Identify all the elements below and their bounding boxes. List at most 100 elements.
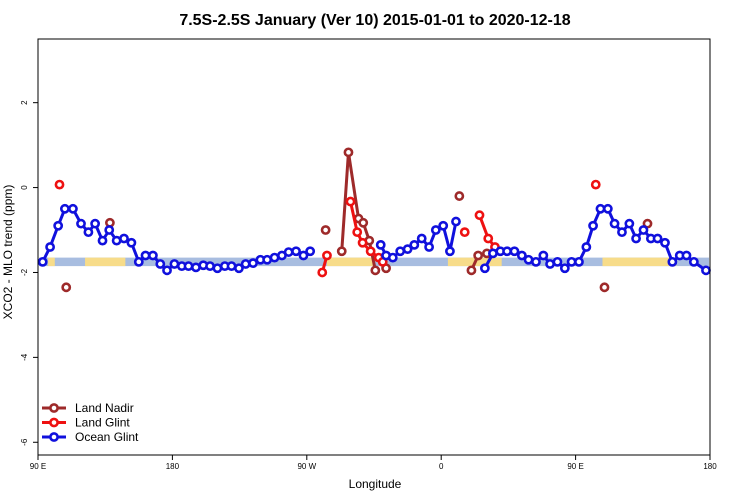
- data-point: [681, 250, 692, 261]
- data-point: [531, 256, 541, 267]
- land-band-2: [326, 257, 374, 267]
- data-point: [336, 246, 347, 257]
- data-point: [375, 239, 386, 250]
- data-point: [155, 259, 166, 269]
- data-point: [343, 147, 354, 158]
- data-point: [479, 263, 490, 274]
- x-tick-label: 90 E: [567, 462, 583, 471]
- data-point: [660, 237, 670, 248]
- data-point: [54, 179, 65, 190]
- data-point: [667, 256, 678, 267]
- data-point: [248, 258, 258, 269]
- data-point: [581, 242, 592, 252]
- data-point: [283, 247, 294, 257]
- data-point: [183, 261, 194, 272]
- data-point: [631, 233, 641, 244]
- data-point: [701, 265, 711, 276]
- y-axis: -6 -4 -2 0 2: [20, 100, 38, 446]
- data-point: [76, 218, 86, 229]
- y-tick-label: 2: [20, 100, 29, 105]
- data-point: [483, 233, 494, 244]
- data-point: [365, 246, 376, 257]
- data-point: [234, 263, 244, 274]
- data-point: [588, 220, 598, 231]
- legend-label: Ocean Glint: [75, 430, 139, 444]
- data-point: [624, 218, 635, 229]
- y-tick-label: 0: [20, 185, 29, 190]
- x-tick-label: 90 W: [297, 462, 316, 471]
- data-point: [240, 259, 251, 269]
- data-point: [459, 227, 470, 238]
- land-band-0: [48, 257, 55, 267]
- data-point: [402, 244, 413, 255]
- data-point: [574, 256, 584, 267]
- x-axis: 90 E 180 90 W 0 90 E 180: [30, 455, 717, 471]
- legend-item: Ocean Glint: [42, 430, 139, 444]
- legend-label: Land Nadir: [75, 401, 134, 415]
- data-point: [590, 179, 601, 190]
- data-point: [53, 220, 64, 231]
- data-point: [445, 246, 455, 257]
- data-point: [83, 227, 94, 238]
- data-point: [322, 250, 332, 261]
- data-point: [473, 250, 484, 261]
- data-point: [162, 265, 172, 276]
- data-point: [509, 246, 520, 257]
- data-point: [61, 282, 72, 293]
- data-point: [126, 237, 137, 248]
- data-point: [599, 282, 610, 293]
- data-point: [416, 233, 427, 244]
- data-point: [104, 225, 115, 235]
- data-point: [345, 196, 356, 207]
- data-point: [68, 203, 78, 214]
- data-point: [59, 203, 70, 214]
- legend-item: Land Nadir: [42, 401, 134, 415]
- y-tick-label: -6: [20, 438, 29, 446]
- y-tick-label: -2: [20, 268, 29, 276]
- data-point: [317, 267, 328, 278]
- data-point: [133, 256, 144, 267]
- legend-swatch-marker: [49, 403, 59, 413]
- x-axis-label: Longitude: [349, 477, 402, 491]
- data-point: [638, 225, 649, 235]
- chart-title: 7.5S-2.5S January (Ver 10) 2015-01-01 to…: [179, 12, 570, 29]
- data-point: [516, 250, 527, 261]
- series-ocean-glint: [37, 203, 711, 276]
- data-point: [45, 242, 55, 252]
- data-point: [148, 250, 158, 261]
- data-point: [291, 246, 301, 257]
- data-point: [688, 256, 699, 267]
- data-point: [358, 217, 369, 228]
- x-tick-label: 0: [439, 462, 444, 471]
- data-point: [357, 237, 368, 248]
- data-point: [474, 210, 485, 221]
- data-point: [320, 225, 331, 235]
- plot-frame: [37, 38, 711, 456]
- data-point: [438, 220, 449, 231]
- data-point: [305, 246, 316, 257]
- y-axis-label: XCO2 - MLO trend (ppm): [1, 185, 15, 320]
- x-tick-label: 90 E: [30, 462, 46, 471]
- data-point: [97, 235, 108, 246]
- legend-swatch-marker: [49, 432, 59, 442]
- data-point: [559, 263, 570, 274]
- data-point: [602, 203, 613, 214]
- data-point: [538, 250, 549, 261]
- data-point: [90, 218, 101, 229]
- data-point: [430, 225, 441, 235]
- legend-swatch-marker: [49, 417, 59, 428]
- data-point: [298, 250, 309, 261]
- x-tick-label: 180: [703, 462, 717, 471]
- legend-item: Land Glint: [42, 416, 130, 430]
- data-point: [37, 256, 48, 267]
- x-tick-label: 180: [166, 462, 180, 471]
- land-band-4: [602, 257, 677, 267]
- data-point: [451, 216, 461, 227]
- data-point: [552, 256, 563, 267]
- data-point: [424, 242, 435, 252]
- data-point: [454, 191, 465, 201]
- series-layer: [37, 147, 711, 293]
- y-tick-label: -4: [20, 353, 29, 361]
